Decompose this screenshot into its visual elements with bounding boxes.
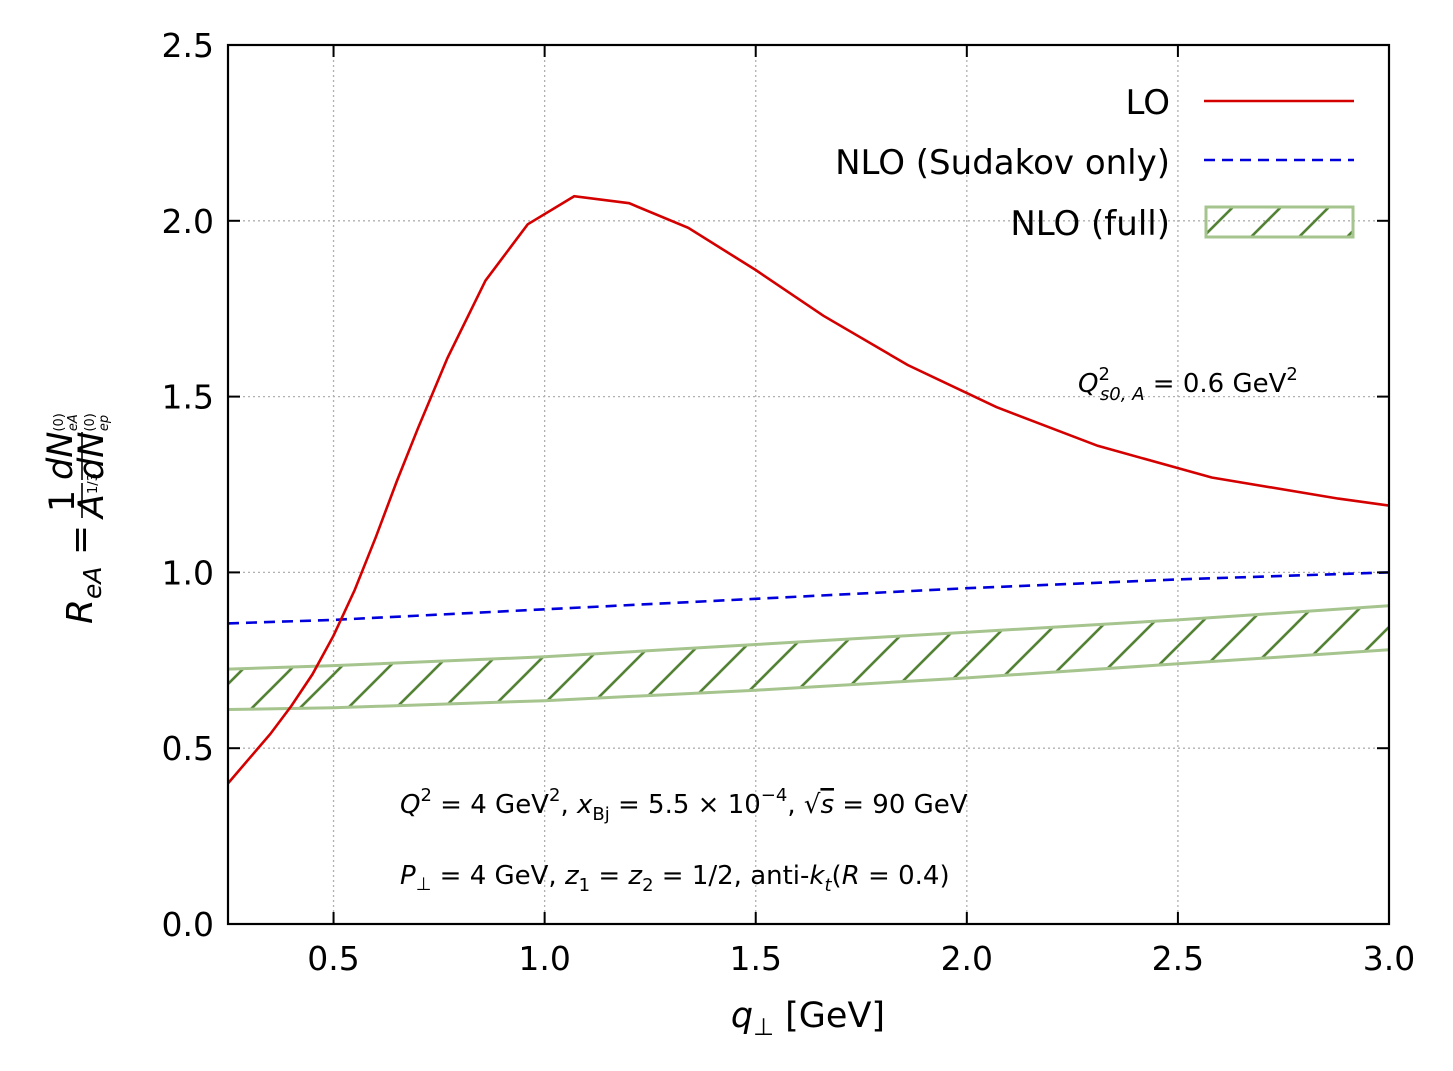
annotation-kinematics-2: P⊥ = 4 GeV, z1 = z2 = 1/2, anti-kt(R = 0… bbox=[400, 861, 950, 896]
y-tick-label: 0.5 bbox=[162, 729, 214, 768]
x-tick-label: 0.5 bbox=[307, 939, 359, 978]
x-tick-label: 3.0 bbox=[1363, 939, 1415, 978]
y-tick-label: 0.0 bbox=[162, 905, 214, 944]
svg-text:A1/3: A1/3 bbox=[72, 473, 112, 520]
nlo-sudakov-line bbox=[228, 571, 1389, 625]
legend-label-lo: LO bbox=[1126, 83, 1171, 123]
data-layer bbox=[228, 194, 1389, 785]
legend-swatch-nlo-full bbox=[1204, 205, 1355, 239]
x-tick-label: 2.5 bbox=[1152, 939, 1204, 978]
legend-label-nlo-full: NLO (full) bbox=[1010, 204, 1170, 244]
plot-frame bbox=[226, 43, 1391, 926]
y-tick-label: 1.0 bbox=[162, 553, 214, 592]
ticks: 0.5 1.0 1.5 2.0 2.5 3.0 0.0 0.5 1.0 1.5 2.0 2.5 bbox=[162, 26, 1416, 978]
svg-text:1: 1 bbox=[43, 490, 83, 512]
svg-text:dN(0)ep: dN(0)ep bbox=[72, 413, 112, 480]
nlo-full-lower-edge bbox=[228, 648, 1389, 711]
annotation-saturation-scale: Q2 s0, A = 0.6 GeV2 bbox=[1078, 364, 1298, 405]
y-tick-label: 1.5 bbox=[162, 378, 214, 417]
x-tick-label: 1.0 bbox=[518, 939, 570, 978]
svg-text:ReA =: ReA = bbox=[60, 525, 107, 624]
annotation-kinematics-1: Q2 = 4 GeV2, xBj = 5.5 × 10−4, √s = 90 G… bbox=[400, 785, 968, 825]
x-tick-label: 2.0 bbox=[941, 939, 993, 978]
legend: LO NLO (Sudakov only) NLO (full) bbox=[835, 83, 1355, 244]
lo-line bbox=[228, 194, 1389, 785]
x-tick-label: 1.5 bbox=[729, 939, 781, 978]
y-tick-label: 2.0 bbox=[162, 202, 214, 241]
x-axis-title: q⊥ [GeV] bbox=[731, 996, 885, 1041]
y-axis-title: ReA = 1 A1/3 dN(0)eA dN(0)ep bbox=[41, 413, 112, 624]
nlo-full-upper-edge bbox=[228, 604, 1389, 671]
svg-text:dN(0)eA: dN(0)eA bbox=[41, 413, 81, 480]
nlo-full-band bbox=[228, 605, 1389, 710]
y-tick-label: 2.5 bbox=[162, 26, 214, 65]
legend-label-nlo-sudakov: NLO (Sudakov only) bbox=[835, 143, 1170, 183]
